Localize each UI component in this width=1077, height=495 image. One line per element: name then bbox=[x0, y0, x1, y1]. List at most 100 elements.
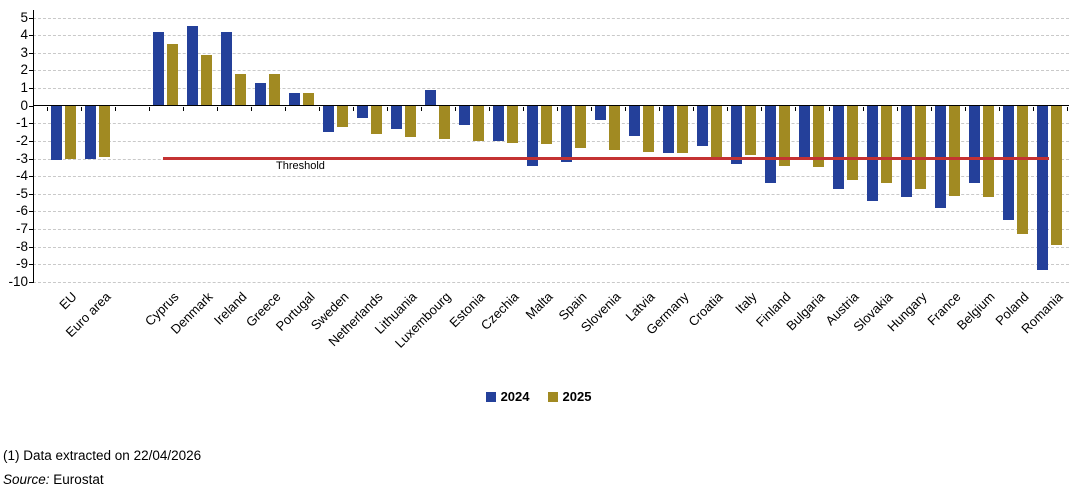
legend-swatch-2024 bbox=[485, 391, 496, 402]
bar-2024-Czechia bbox=[493, 105, 504, 141]
legend: 2024 2025 bbox=[0, 389, 1077, 404]
bar-2025-Croatia bbox=[711, 105, 722, 157]
y-tick-mark--9 bbox=[29, 264, 33, 266]
y-tick-mark-2 bbox=[29, 70, 33, 72]
y-tick-label-3: 3 bbox=[20, 44, 28, 60]
gridline-y--7 bbox=[33, 229, 1069, 231]
bar-2025-Germany bbox=[677, 105, 688, 154]
bar-2025-Austria bbox=[847, 105, 858, 180]
y-tick-mark--6 bbox=[29, 211, 33, 213]
bar-2024-Bulgaria bbox=[799, 105, 810, 157]
bar-2025-Lithuania bbox=[405, 105, 416, 138]
bar-2025-Slovakia bbox=[881, 105, 892, 184]
x-axis-tick bbox=[692, 106, 694, 111]
bar-2024-Denmark bbox=[187, 26, 198, 106]
x-axis-tick bbox=[454, 106, 456, 111]
footnote-source: Source: Eurostat bbox=[3, 468, 201, 492]
bar-2025-Netherlands bbox=[371, 105, 382, 134]
y-tick-mark--8 bbox=[29, 246, 33, 248]
y-tick-label--2: -2 bbox=[15, 132, 28, 148]
gridline-y-3 bbox=[33, 52, 1069, 54]
x-axis-tick bbox=[998, 106, 1000, 111]
threshold-label: Threshold bbox=[276, 160, 325, 172]
y-tick-mark--7 bbox=[29, 229, 33, 231]
bar-2025-Poland bbox=[1017, 105, 1028, 235]
x-axis-tick bbox=[590, 106, 592, 111]
legend-swatch-2025 bbox=[547, 391, 558, 402]
bar-2024-Finland bbox=[765, 105, 776, 184]
bar-2025-France bbox=[949, 105, 960, 196]
bar-2024-Luxembourg bbox=[425, 89, 436, 106]
x-axis-tick bbox=[794, 106, 796, 111]
x-axis-tick bbox=[80, 106, 82, 111]
bar-2024-Greece bbox=[255, 82, 266, 106]
gridline-y--10 bbox=[33, 282, 1069, 283]
y-tick-mark--1 bbox=[29, 123, 33, 125]
gridline-y--6 bbox=[33, 211, 1069, 213]
bar-2025-Italy bbox=[745, 105, 756, 156]
bar-2025-Latvia bbox=[643, 105, 654, 152]
x-axis-tick bbox=[930, 106, 932, 111]
bar-2024-France bbox=[935, 105, 946, 208]
bar-2025-Belgium bbox=[983, 105, 994, 198]
bar-2025-Sweden bbox=[337, 105, 348, 127]
x-axis-tick bbox=[726, 106, 728, 111]
x-axis-tick bbox=[352, 106, 354, 111]
x-axis-tick bbox=[828, 106, 830, 111]
x-axis-tick bbox=[318, 106, 320, 111]
y-tick-label--1: -1 bbox=[15, 115, 28, 131]
x-axis-tick bbox=[1066, 106, 1068, 111]
bar-2025-Ireland bbox=[235, 73, 246, 106]
y-tick-label-0: 0 bbox=[20, 97, 28, 113]
y-tick-label--8: -8 bbox=[15, 238, 28, 254]
x-axis-tick bbox=[1032, 106, 1034, 111]
bar-2025-Cyprus bbox=[167, 43, 178, 106]
x-axis-tick bbox=[386, 106, 388, 111]
x-axis-tick bbox=[862, 106, 864, 111]
x-axis-tick bbox=[216, 106, 218, 111]
x-axis-tick bbox=[522, 106, 524, 111]
gridline-y--5 bbox=[33, 193, 1069, 195]
y-tick-mark--3 bbox=[29, 158, 33, 160]
bar-2024-Italy bbox=[731, 105, 742, 164]
x-axis-zero-line bbox=[33, 104, 1069, 107]
y-tick-label--7: -7 bbox=[15, 221, 28, 237]
bar-2024-Malta bbox=[527, 105, 538, 166]
y-tick-label--4: -4 bbox=[15, 168, 28, 184]
bar-2024-Romania bbox=[1037, 105, 1048, 270]
bar-2024-Portugal bbox=[289, 93, 300, 106]
y-tick-label--6: -6 bbox=[15, 203, 28, 219]
gridline-y--4 bbox=[33, 176, 1069, 178]
bar-2025-EU bbox=[65, 105, 76, 159]
threshold-line bbox=[163, 157, 1049, 161]
y-tick-mark--2 bbox=[29, 140, 33, 142]
bar-2025-Luxembourg bbox=[439, 105, 450, 140]
bar-2024-Belgium bbox=[969, 105, 980, 184]
legend-label-2024: 2024 bbox=[500, 389, 530, 404]
y-tick-mark-3 bbox=[29, 52, 33, 54]
y-tick-label-2: 2 bbox=[20, 62, 28, 78]
y-tick-label--9: -9 bbox=[15, 256, 28, 272]
y-tick-mark--4 bbox=[29, 176, 33, 178]
y-tick-label--3: -3 bbox=[15, 150, 28, 166]
bar-2024-Hungary bbox=[901, 105, 912, 198]
x-axis-tick bbox=[760, 106, 762, 111]
gridline-y-2 bbox=[33, 70, 1069, 72]
gridline-y--9 bbox=[33, 264, 1069, 266]
x-axis-tick bbox=[148, 106, 150, 111]
x-axis-tick bbox=[420, 106, 422, 111]
y-tick-label-5: 5 bbox=[20, 9, 28, 25]
x-axis-tick bbox=[624, 106, 626, 111]
bar-2025-Spain bbox=[575, 105, 586, 148]
bar-2024-Estonia bbox=[459, 105, 470, 126]
y-tick-label-1: 1 bbox=[20, 80, 28, 96]
gridline-y-1 bbox=[33, 88, 1069, 90]
footnotes: (1) Data extracted on 22/04/2026 Source:… bbox=[3, 444, 201, 491]
gridline-y-5 bbox=[33, 17, 1069, 19]
bar-2024-Netherlands bbox=[357, 105, 368, 119]
bar-2025-Slovenia bbox=[609, 105, 620, 150]
x-axis-tick bbox=[964, 106, 966, 111]
bar-2025-Romania bbox=[1051, 105, 1062, 245]
